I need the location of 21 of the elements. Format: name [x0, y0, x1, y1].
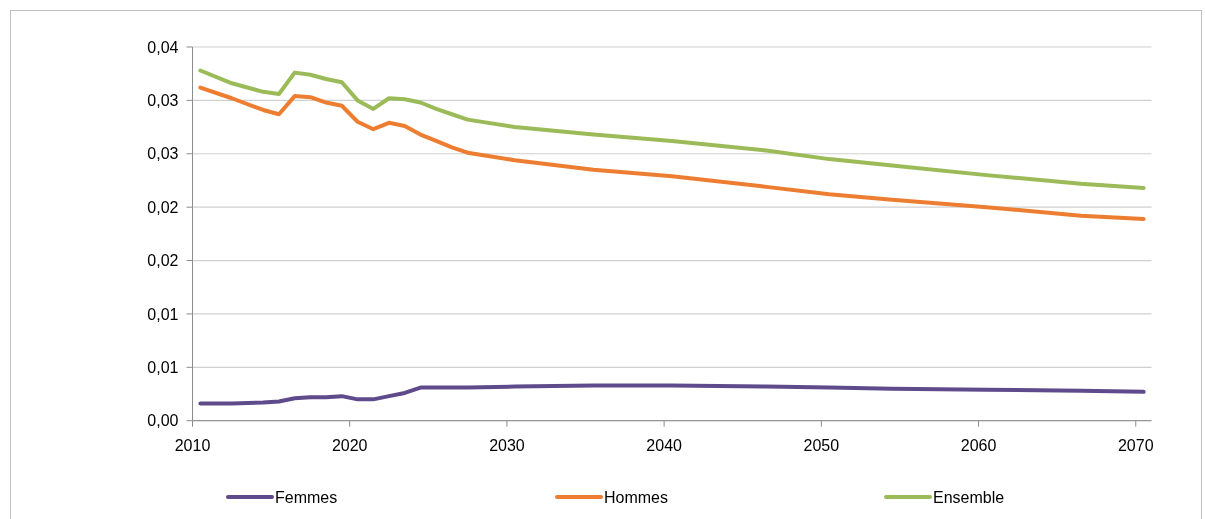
- y-tick-label: 0,03: [147, 145, 179, 163]
- legend-label: Ensemble: [933, 488, 1005, 506]
- legend-label: Hommes: [604, 488, 669, 506]
- legend-label: Femmes: [275, 488, 338, 506]
- y-tick-label: 0,03: [147, 91, 179, 109]
- x-tick-label: 2060: [960, 436, 997, 454]
- x-tick-label: 2070: [1117, 436, 1154, 454]
- y-tick-label: 0,02: [147, 252, 179, 270]
- y-tick-label: 0,04: [147, 38, 179, 56]
- x-tick-label: 2030: [489, 436, 525, 454]
- line-series: [198, 383, 1146, 406]
- y-tick-label: 0,00: [147, 412, 179, 430]
- line-series: [198, 68, 1146, 190]
- x-tick-label: 2020: [331, 436, 368, 454]
- y-tick-label: 0,01: [147, 305, 179, 323]
- x-tick-label: 2050: [803, 436, 840, 454]
- line-series: [198, 85, 1146, 221]
- x-tick-label: 2040: [646, 436, 683, 454]
- y-tick-label: 0,01: [147, 358, 179, 376]
- x-tick-label: 2010: [174, 436, 211, 454]
- y-tick-label: 0,02: [147, 198, 179, 216]
